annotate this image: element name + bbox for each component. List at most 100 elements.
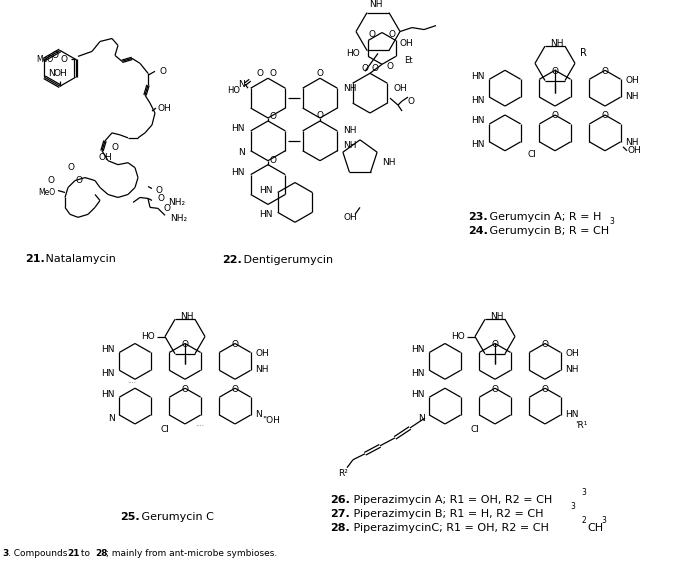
Text: 21.: 21. bbox=[25, 254, 45, 264]
Text: Gerumycin B; R = CH: Gerumycin B; R = CH bbox=[486, 226, 609, 236]
Text: 28: 28 bbox=[95, 549, 107, 558]
Text: 3: 3 bbox=[581, 488, 586, 497]
Text: ; mainly from ant-microbe symbioses.: ; mainly from ant-microbe symbioses. bbox=[106, 549, 277, 558]
Text: HN: HN bbox=[101, 389, 115, 399]
Text: OH: OH bbox=[53, 69, 67, 78]
Text: O: O bbox=[163, 204, 170, 213]
Text: N: N bbox=[418, 413, 425, 423]
Text: O: O bbox=[387, 62, 394, 71]
Text: 28.: 28. bbox=[330, 523, 350, 533]
Text: NH: NH bbox=[343, 84, 356, 93]
Text: HN: HN bbox=[565, 409, 578, 419]
Text: HN: HN bbox=[259, 186, 273, 195]
Text: O: O bbox=[48, 176, 55, 185]
Text: NH: NH bbox=[255, 365, 269, 374]
Text: O: O bbox=[601, 111, 608, 120]
Text: ....: .... bbox=[127, 378, 136, 384]
Text: 'R¹: 'R¹ bbox=[575, 421, 587, 431]
Text: O: O bbox=[269, 69, 277, 78]
Text: OH: OH bbox=[627, 146, 641, 155]
Text: NH: NH bbox=[180, 312, 194, 321]
Text: to: to bbox=[78, 549, 93, 558]
Text: O: O bbox=[371, 64, 379, 73]
Text: 25.: 25. bbox=[120, 512, 140, 522]
Text: Gerumycin C: Gerumycin C bbox=[138, 512, 214, 522]
Text: HN: HN bbox=[412, 369, 425, 378]
Text: O: O bbox=[158, 194, 165, 203]
Text: O: O bbox=[269, 156, 277, 165]
Text: NH: NH bbox=[343, 126, 356, 135]
Text: OH: OH bbox=[343, 213, 357, 222]
Text: NH: NH bbox=[490, 312, 504, 321]
Text: Gerumycin A; R = H: Gerumycin A; R = H bbox=[486, 212, 601, 222]
Text: OH: OH bbox=[565, 349, 578, 358]
Text: N: N bbox=[255, 409, 262, 419]
Text: 2: 2 bbox=[581, 516, 586, 525]
Text: "OH: "OH bbox=[262, 416, 280, 425]
Text: O: O bbox=[362, 64, 369, 73]
Text: R: R bbox=[580, 49, 587, 58]
Text: Natalamycin: Natalamycin bbox=[42, 254, 116, 264]
Text: Cl: Cl bbox=[161, 425, 169, 435]
Text: O: O bbox=[232, 385, 238, 393]
Text: HN: HN bbox=[472, 140, 485, 149]
Text: OH: OH bbox=[400, 39, 414, 48]
Text: O: O bbox=[408, 96, 415, 106]
Text: 22.: 22. bbox=[222, 255, 242, 265]
Text: Et: Et bbox=[404, 56, 412, 65]
Text: HN: HN bbox=[472, 95, 485, 104]
Text: O: O bbox=[256, 69, 263, 78]
Text: O: O bbox=[317, 111, 323, 120]
Text: N: N bbox=[238, 80, 245, 89]
Text: . Compounds: . Compounds bbox=[8, 549, 70, 558]
Text: NH₂: NH₂ bbox=[170, 214, 187, 223]
Text: O: O bbox=[75, 176, 82, 185]
Text: PiperazimycinC; R1 = OH, R2 = CH: PiperazimycinC; R1 = OH, R2 = CH bbox=[350, 523, 549, 533]
Text: N: N bbox=[238, 148, 245, 157]
Text: O: O bbox=[61, 55, 68, 64]
Text: 26.: 26. bbox=[330, 496, 350, 505]
Text: HN: HN bbox=[412, 389, 425, 399]
Text: 3: 3 bbox=[609, 218, 614, 226]
Text: N: N bbox=[48, 69, 55, 78]
Text: MeO: MeO bbox=[38, 188, 55, 197]
Text: O: O bbox=[491, 385, 499, 393]
Text: O: O bbox=[541, 340, 549, 349]
Text: OH: OH bbox=[158, 103, 171, 112]
Text: OH: OH bbox=[625, 76, 639, 85]
Text: R²: R² bbox=[338, 469, 348, 478]
Text: NH: NH bbox=[550, 39, 564, 48]
Text: NH: NH bbox=[369, 0, 383, 9]
Text: O: O bbox=[541, 385, 549, 393]
Text: NH: NH bbox=[343, 141, 356, 150]
Text: 21: 21 bbox=[67, 549, 80, 558]
Text: O: O bbox=[269, 112, 277, 122]
Text: HN: HN bbox=[101, 345, 115, 354]
Text: O: O bbox=[601, 67, 608, 76]
Text: O: O bbox=[111, 143, 119, 152]
Text: 3: 3 bbox=[570, 502, 575, 512]
Text: O: O bbox=[68, 163, 75, 172]
Text: O: O bbox=[389, 30, 396, 39]
Text: NH: NH bbox=[382, 158, 396, 167]
Text: HO: HO bbox=[346, 49, 360, 58]
Text: Cl: Cl bbox=[470, 425, 479, 435]
Text: 24.: 24. bbox=[468, 226, 488, 236]
Text: ....: .... bbox=[195, 421, 204, 427]
Text: NH: NH bbox=[625, 138, 639, 147]
Text: 3: 3 bbox=[2, 549, 8, 558]
Text: O: O bbox=[182, 385, 188, 393]
Text: CH: CH bbox=[587, 523, 603, 533]
Text: NH: NH bbox=[565, 365, 578, 374]
Text: MeO: MeO bbox=[36, 55, 53, 64]
Text: O: O bbox=[551, 67, 558, 76]
Text: HO: HO bbox=[452, 332, 465, 341]
Text: HN: HN bbox=[101, 369, 115, 378]
Text: HN: HN bbox=[472, 116, 485, 126]
Text: O: O bbox=[160, 67, 167, 76]
Text: OH: OH bbox=[98, 153, 112, 162]
Text: O: O bbox=[155, 186, 162, 195]
Text: HO: HO bbox=[227, 86, 240, 95]
Text: O: O bbox=[232, 340, 238, 349]
Text: 23.: 23. bbox=[468, 212, 487, 222]
